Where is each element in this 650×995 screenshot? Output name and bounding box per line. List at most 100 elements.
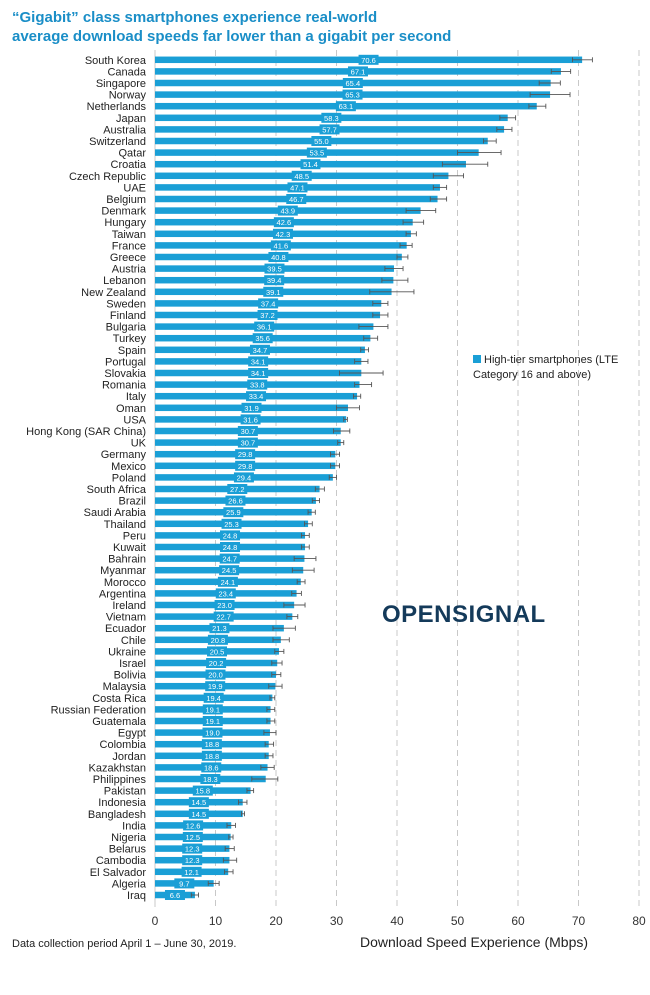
category-label-belarus: Belarus — [109, 844, 147, 856]
category-label-hungary: Hungary — [104, 217, 146, 229]
error-bar-taiwan — [405, 231, 417, 237]
svg-text:70.6: 70.6 — [361, 56, 376, 65]
svg-text:39.4: 39.4 — [267, 276, 282, 285]
value-label-philippines: 18.3 — [200, 774, 221, 784]
error-bar-germany — [330, 451, 340, 457]
category-label-russian-federation: Russian Federation — [51, 704, 146, 716]
error-bar-italy — [352, 393, 362, 399]
x-tick-label-20: 20 — [269, 914, 283, 928]
error-bar-belgium — [429, 196, 448, 202]
footnote: Data collection period April 1 – June 30… — [12, 938, 237, 950]
category-label-colombia: Colombia — [100, 739, 147, 751]
error-bar-south-korea — [572, 57, 593, 63]
value-label-jordan: 18.8 — [201, 750, 222, 761]
category-label-philippines: Philippines — [93, 774, 147, 786]
svg-text:30.7: 30.7 — [241, 427, 256, 436]
value-label-germany: 29.8 — [235, 449, 256, 460]
svg-text:31.9: 31.9 — [244, 404, 259, 413]
category-label-vietnam: Vietnam — [106, 612, 146, 624]
error-bar-finland — [372, 312, 389, 318]
error-bar-brazil — [311, 498, 321, 504]
category-label-taiwan: Taiwan — [112, 229, 146, 241]
error-bar-chile — [272, 637, 290, 643]
svg-text:24.1: 24.1 — [221, 578, 236, 587]
error-bar-turkey — [363, 335, 379, 341]
svg-text:14.5: 14.5 — [192, 798, 207, 807]
value-label-greece: 40.8 — [268, 252, 289, 262]
category-label-turkey: Turkey — [113, 333, 147, 345]
category-label-singapore: Singapore — [96, 78, 146, 90]
svg-text:25.9: 25.9 — [226, 508, 241, 517]
error-bar-algeria — [207, 880, 220, 886]
error-bar-bolivia — [271, 672, 282, 678]
value-label-netherlands: 63.1 — [335, 101, 356, 112]
category-label-hong-kong-sar-china: Hong Kong (SAR China) — [26, 426, 146, 438]
error-bar-saudi-arabia — [307, 509, 316, 515]
error-bar-bulgaria — [358, 324, 389, 330]
error-bar-uae — [432, 184, 448, 190]
error-bar-jordan — [264, 753, 274, 759]
value-label-turkey: 35.6 — [252, 333, 273, 344]
x-tick-labels: 0 10 20 30 40 50 60 70 80 — [152, 914, 646, 928]
category-label-ecuador: Ecuador — [105, 623, 146, 635]
value-label-chile: 20.8 — [207, 634, 228, 645]
svg-text:18.8: 18.8 — [205, 752, 220, 761]
svg-text:53.5: 53.5 — [310, 149, 325, 158]
category-label-japan: Japan — [116, 113, 146, 125]
value-label-brazil: 26.6 — [225, 495, 246, 506]
value-label-japan: 58.3 — [321, 112, 342, 123]
error-bar-denmark — [405, 208, 437, 214]
error-bar-bangladesh — [241, 811, 245, 817]
value-label-ukraine: 20.5 — [207, 646, 228, 657]
value-label-saudi-arabia: 25.9 — [223, 507, 244, 518]
svg-text:18.8: 18.8 — [205, 740, 220, 749]
value-label-vietnam: 22.7 — [213, 611, 234, 622]
value-label-russian-federation: 19.1 — [202, 704, 223, 715]
value-label-colombia: 18.8 — [201, 739, 222, 750]
error-bar-peru — [300, 532, 310, 538]
value-label-pakistan: 15.8 — [192, 785, 213, 796]
svg-text:63.1: 63.1 — [339, 102, 354, 111]
value-label-kuwait: 24.8 — [220, 542, 241, 552]
value-label-romania: 33.8 — [247, 379, 268, 390]
value-label-poland: 29.4 — [233, 472, 254, 483]
category-label-nigeria: Nigeria — [111, 832, 147, 844]
svg-text:23.4: 23.4 — [218, 589, 233, 598]
error-bar-india — [226, 822, 236, 828]
error-bar-usa — [343, 416, 348, 422]
error-bar-nigeria — [228, 834, 234, 840]
svg-text:20.0: 20.0 — [208, 671, 223, 680]
legend: High-tier smartphones (LTE Category 16 a… — [473, 353, 638, 383]
svg-text:33.4: 33.4 — [249, 392, 264, 401]
svg-text:33.8: 33.8 — [250, 381, 265, 390]
svg-text:65.4: 65.4 — [346, 79, 361, 88]
svg-text:12.6: 12.6 — [186, 821, 201, 830]
svg-text:23.0: 23.0 — [217, 601, 232, 610]
error-bar-singapore — [538, 80, 561, 86]
error-bar-hong-kong-sar-china — [333, 428, 351, 434]
svg-text:21.3: 21.3 — [212, 624, 227, 633]
svg-text:12.3: 12.3 — [185, 856, 200, 865]
category-label-saudi-arabia: Saudi Arabia — [84, 507, 147, 519]
svg-text:31.6: 31.6 — [243, 415, 258, 424]
svg-text:15.8: 15.8 — [195, 787, 210, 796]
error-bar-belarus — [224, 846, 235, 852]
category-label-kazakhstan: Kazakhstan — [89, 762, 146, 774]
category-label-malaysia: Malaysia — [103, 681, 147, 693]
category-label-netherlands: Netherlands — [87, 101, 147, 113]
category-label-argentina: Argentina — [99, 588, 147, 600]
category-label-croatia: Croatia — [111, 159, 147, 171]
error-bar-thailand — [303, 521, 313, 527]
svg-text:22.7: 22.7 — [216, 613, 231, 622]
category-label-mexico: Mexico — [111, 461, 146, 473]
category-label-algeria: Algeria — [112, 878, 147, 890]
legend-label: High-tier smartphones (LTE Category 16 a… — [473, 354, 619, 381]
value-label-austria: 39.5 — [264, 263, 285, 274]
value-label-canada: 67.1 — [347, 66, 368, 77]
value-label-bulgaria: 36.1 — [254, 321, 275, 332]
error-bar-bahrain — [293, 556, 317, 562]
value-label-denmark: 43.9 — [277, 205, 298, 216]
error-bar-guatemala — [266, 718, 276, 724]
error-bar-egypt — [263, 730, 277, 736]
error-bar-qatar — [457, 150, 502, 156]
